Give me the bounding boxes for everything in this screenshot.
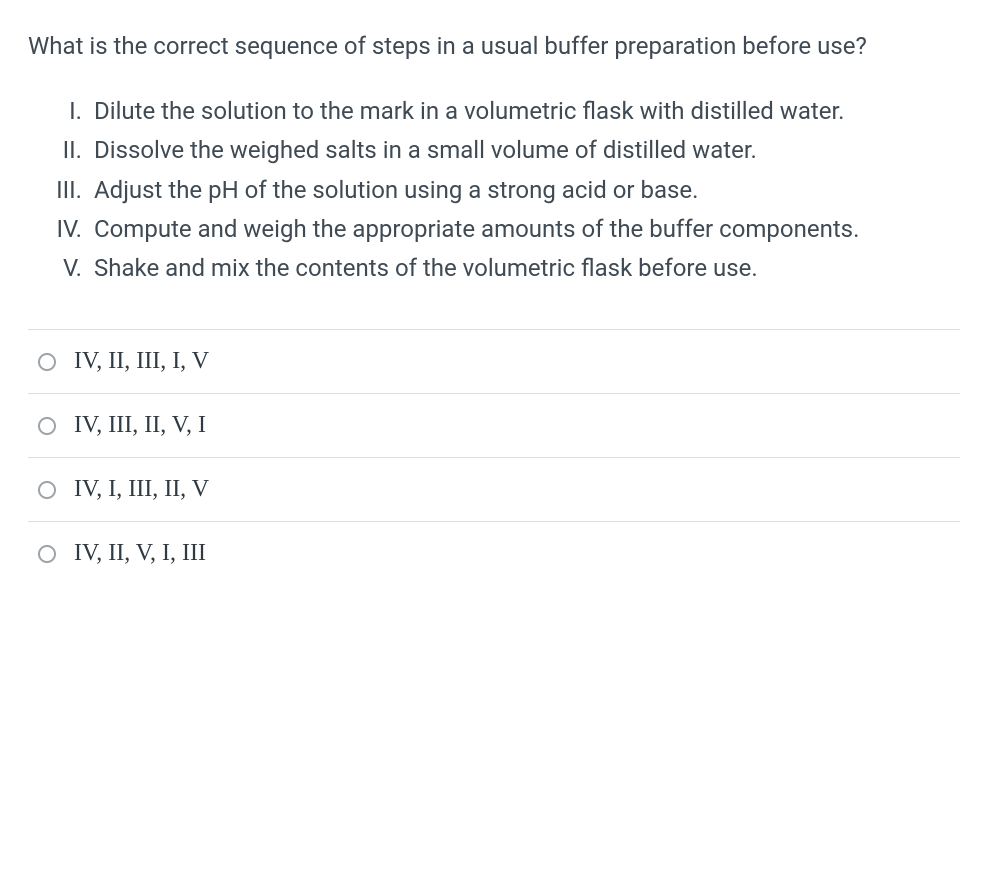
step-item: IV. Compute and weigh the appropriate am… (48, 211, 960, 248)
steps-list: I. Dilute the solution to the mark in a … (28, 93, 960, 287)
radio-icon[interactable] (38, 353, 56, 371)
option-item-2[interactable]: IV, III, II, V, I (28, 393, 960, 457)
step-text: Adjust the pH of the solution using a st… (94, 172, 960, 209)
step-item: III. Adjust the pH of the solution using… (48, 172, 960, 209)
step-text: Shake and mix the contents of the volume… (94, 250, 960, 287)
step-item: I. Dilute the solution to the mark in a … (48, 93, 960, 130)
options-list: IV, II, III, I, V IV, III, II, V, I IV, … (28, 329, 960, 585)
step-text: Compute and weigh the appropriate amount… (94, 211, 960, 248)
option-label: IV, I, III, II, V (74, 476, 209, 503)
option-label: IV, II, V, I, III (74, 540, 206, 567)
step-numeral: I. (48, 93, 94, 130)
radio-icon[interactable] (38, 481, 56, 499)
option-item-3[interactable]: IV, I, III, II, V (28, 457, 960, 521)
step-numeral: III. (48, 172, 94, 209)
step-numeral: V. (48, 250, 94, 287)
option-item-1[interactable]: IV, II, III, I, V (28, 329, 960, 393)
question-prompt: What is the correct sequence of steps in… (28, 28, 960, 65)
radio-icon[interactable] (38, 545, 56, 563)
step-text: Dissolve the weighed salts in a small vo… (94, 132, 960, 169)
radio-icon[interactable] (38, 417, 56, 435)
step-item: II. Dissolve the weighed salts in a smal… (48, 132, 960, 169)
option-label: IV, III, II, V, I (74, 412, 206, 439)
option-item-4[interactable]: IV, II, V, I, III (28, 521, 960, 585)
step-item: V. Shake and mix the contents of the vol… (48, 250, 960, 287)
option-label: IV, II, III, I, V (74, 348, 209, 375)
step-text: Dilute the solution to the mark in a vol… (94, 93, 960, 130)
step-numeral: IV. (48, 211, 94, 248)
step-numeral: II. (48, 132, 94, 169)
